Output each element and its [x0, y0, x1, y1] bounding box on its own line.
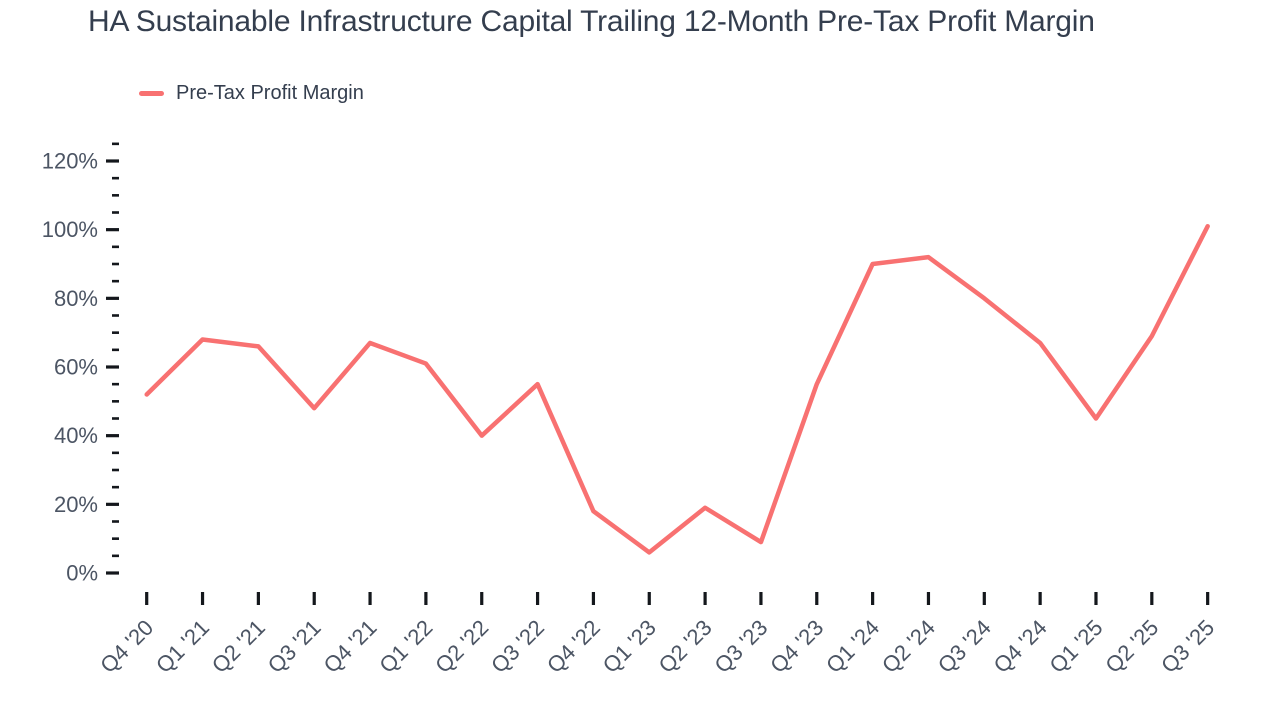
y-axis-tick-label: 40% — [54, 423, 98, 448]
x-axis-tick-label: Q4 '24 — [989, 615, 1052, 678]
x-axis-tick-label: Q3 '25 — [1156, 615, 1219, 678]
x-axis-tick-label: Q2 '25 — [1100, 615, 1163, 678]
x-axis-tick-label: Q1 '25 — [1044, 615, 1107, 678]
y-axis-tick-label: 20% — [54, 492, 98, 517]
x-axis-tick-label: Q4 '23 — [765, 615, 828, 678]
y-axis-tick-label: 0% — [66, 561, 98, 586]
chart-title: HA Sustainable Infrastructure Capital Tr… — [88, 5, 1095, 38]
y-axis-tick-label: 60% — [54, 355, 98, 380]
legend[interactable]: Pre-Tax Profit Margin — [139, 82, 364, 105]
x-axis-tick-label: Q2 '24 — [877, 615, 940, 678]
pre-tax-profit-margin-line — [144, 223, 1210, 555]
x-axis-tick-label: Q3 '22 — [486, 615, 549, 678]
x-axis-tick-label: Q2 '21 — [207, 615, 270, 678]
x-axis-tick-label: Q4 '20 — [95, 615, 158, 678]
x-axis-tick-label: Q3 '23 — [709, 615, 772, 678]
x-axis-tick-label: Q2 '23 — [654, 615, 717, 678]
y-axis-tick-label: 120% — [42, 149, 98, 174]
x-axis-tick-label: Q2 '22 — [430, 615, 493, 678]
x-axis-tick-label: Q1 '22 — [374, 615, 437, 678]
x-axis-tick-label: Q4 '22 — [542, 615, 605, 678]
x-axis-tick-label: Q1 '23 — [598, 615, 661, 678]
y-axis-tick-label: 80% — [54, 286, 98, 311]
legend-label: Pre-Tax Profit Margin — [176, 82, 364, 104]
x-axis-tick-label: Q3 '24 — [933, 615, 996, 678]
legend-line-swatch-icon — [139, 91, 164, 96]
x-axis-tick-label: Q4 '21 — [319, 615, 382, 678]
x-axis-tick-label: Q1 '24 — [821, 615, 884, 678]
x-axis-tick-label: Q1 '21 — [151, 615, 214, 678]
y-axis-tick-label: 100% — [42, 217, 98, 242]
x-axis-tick-label: Q3 '21 — [263, 615, 326, 678]
